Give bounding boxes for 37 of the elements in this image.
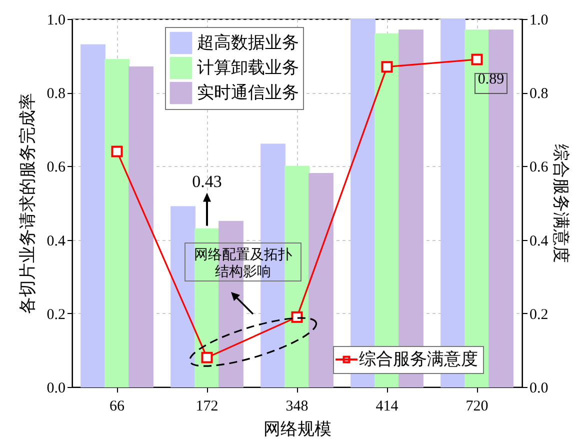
y2-tick-label: 0.4 <box>530 233 549 250</box>
x-tick-label: 66 <box>110 398 125 414</box>
x-tick-label: 720 <box>466 398 488 414</box>
y2-tick-label: 0.6 <box>530 160 549 176</box>
legend-label: 实时通信业务 <box>197 83 299 102</box>
x-tick-label: 348 <box>286 398 308 414</box>
annotation: 网络配置及拓扑结构影响 <box>194 247 292 280</box>
bar <box>80 44 106 388</box>
legend-label: 计算卸载业务 <box>197 58 299 77</box>
y-axis-title: 各切片业务请求的服务完成率 <box>18 93 37 314</box>
y-tick-label: 0.0 <box>46 380 66 396</box>
y-tick-label: 0.8 <box>46 86 66 102</box>
point <box>291 311 303 323</box>
y2-tick-label: 1.0 <box>530 12 548 28</box>
y-tick-label: 0.6 <box>46 160 66 176</box>
bar <box>128 66 154 388</box>
x-tick-label: 414 <box>376 398 399 414</box>
point <box>201 352 213 364</box>
point <box>111 146 123 158</box>
data-label: 0.89 <box>478 71 504 88</box>
x-tick-label: 172 <box>196 398 218 414</box>
point <box>381 61 393 73</box>
legend-label: 综合服务满意度 <box>359 350 478 368</box>
y2-axis-title: 综合服务满意度 <box>551 144 570 263</box>
legend-label: 超高数据业务 <box>197 33 299 52</box>
bar <box>104 58 130 388</box>
y2-tick-label: 0.0 <box>530 380 548 396</box>
point <box>471 54 483 66</box>
y-tick-label: 0.4 <box>46 233 66 250</box>
y2-tick-label: 0.2 <box>530 306 548 323</box>
y-tick-label: 0.2 <box>46 306 66 323</box>
y-tick-label: 1.0 <box>46 12 66 28</box>
annotation: 0.43 <box>192 172 222 191</box>
bar <box>170 206 196 388</box>
x-axis-title: 网络规模 <box>264 420 332 438</box>
bar <box>308 173 334 388</box>
y2-tick-label: 0.8 <box>530 86 548 102</box>
